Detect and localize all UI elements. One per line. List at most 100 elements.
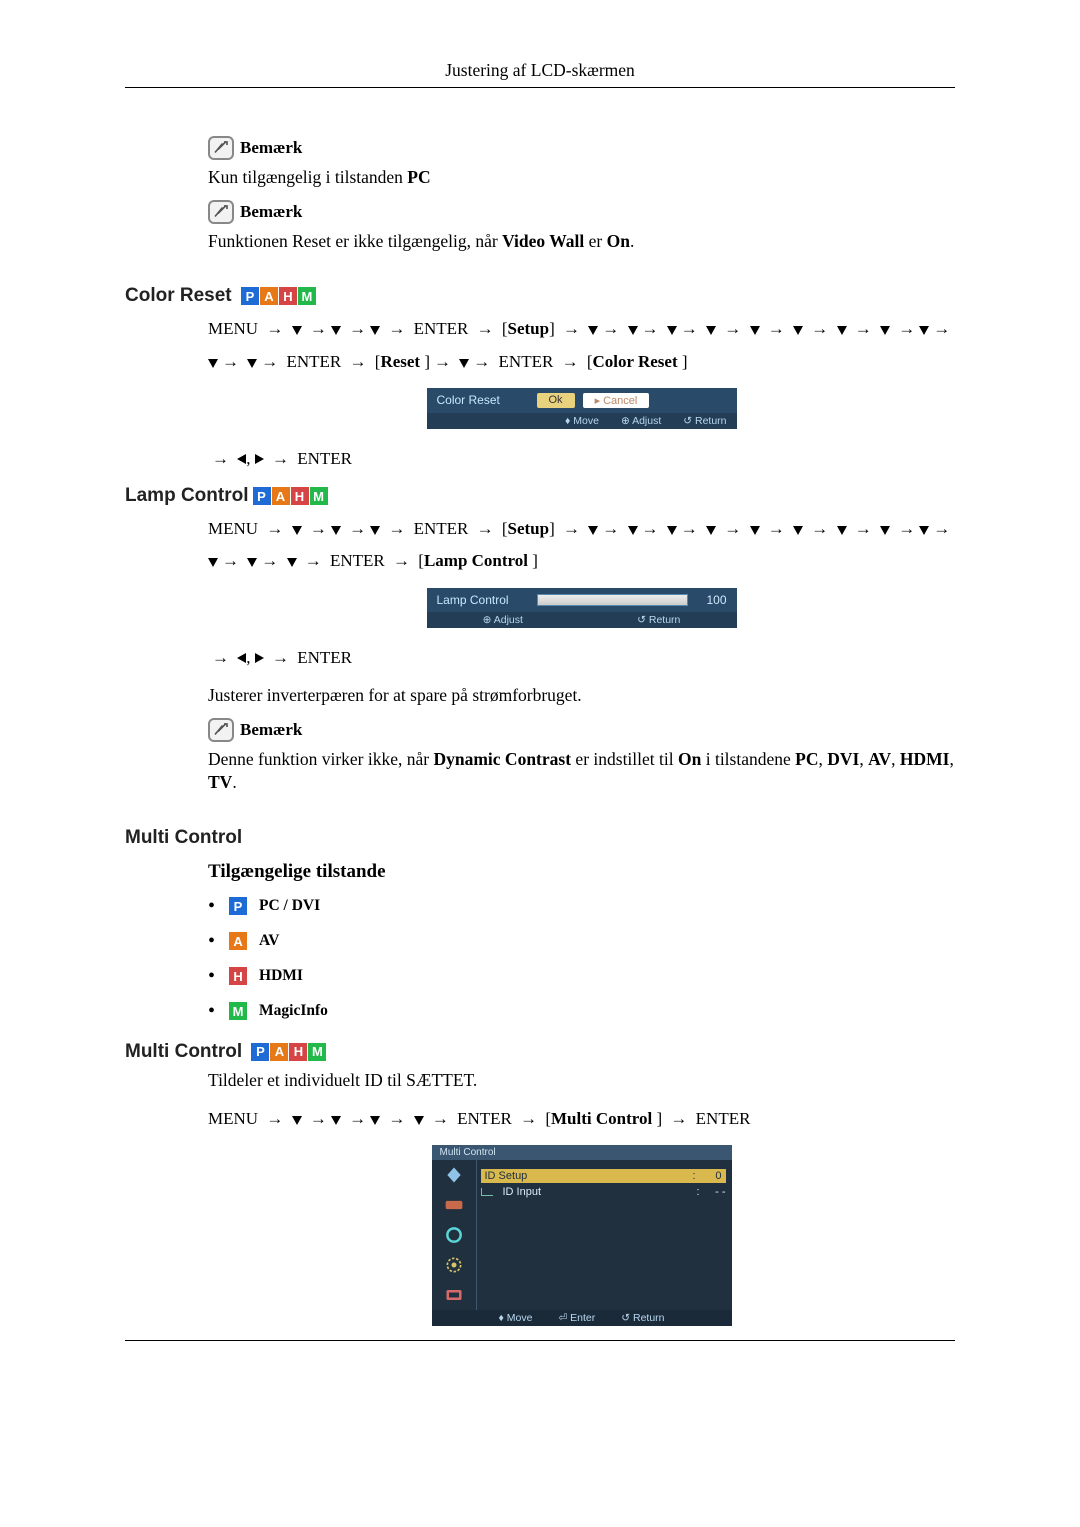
text: Funktionen Reset er ikke tilgængelig, nå…	[208, 231, 502, 251]
t: ENTER	[696, 1109, 751, 1128]
mode-badges: P A H M	[241, 287, 316, 305]
mode-badges: P A H M	[253, 487, 328, 505]
t: Return	[695, 415, 727, 427]
multi-desc: Tildeler et individuelt ID til SÆTTET.	[208, 1069, 955, 1093]
side-icon-2[interactable]	[432, 1190, 477, 1220]
down-icon	[370, 1116, 380, 1125]
bold: On	[607, 231, 630, 251]
b: On	[678, 749, 701, 769]
t: Lamp Control	[424, 551, 528, 570]
down-icon	[793, 326, 803, 335]
t: ,	[891, 749, 900, 769]
t: er indstillet til	[571, 749, 678, 769]
t: ENTER	[297, 449, 352, 468]
heading-color-reset: Color Reset P A H M	[125, 285, 955, 307]
osd-sidebar	[432, 1160, 477, 1310]
t: ,	[949, 749, 953, 769]
side-icon-3[interactable]	[432, 1220, 477, 1250]
row-sep: :	[696, 1186, 699, 1198]
b: Dynamic Contrast	[433, 749, 571, 769]
osd-lamp-control: Lamp Control 100 ⊕ Adjust ↺ Return	[427, 588, 737, 628]
heading-lamp-control: Lamp Control P A H M	[125, 485, 955, 507]
osd-main: ID Setup : 0 ID Input : - -	[477, 1160, 732, 1310]
text: Kun tilgængelig i tilstanden	[208, 167, 407, 187]
down-icon	[667, 326, 677, 335]
t: Denne funktion virker ikke, når	[208, 749, 433, 769]
osd-multi-control: Multi Control ID Setup : 0 ID Input :	[432, 1145, 732, 1326]
nav-path-enter-2: → , → ENTER	[208, 642, 955, 674]
note-icon	[208, 718, 234, 742]
t: Color Reset	[592, 352, 677, 371]
t: ENTER	[414, 319, 469, 338]
list-item: HHDMI	[208, 965, 955, 988]
osd-move: ♦ Move	[565, 415, 599, 427]
down-icon	[331, 326, 341, 335]
list-item: PPC / DVI	[208, 895, 955, 918]
down-icon	[459, 359, 469, 368]
check-icon: ▸	[595, 395, 601, 407]
osd-cancel-button[interactable]: ▸Cancel	[583, 393, 650, 408]
b: AV	[868, 749, 891, 769]
note-text-4: Denne funktion virker ikke, når Dynamic …	[208, 748, 955, 795]
list-item: MMagicInfo	[208, 1000, 955, 1023]
nav-path-lamp: MENU → → → → ENTER → [Setup] → → → → → →…	[208, 513, 955, 578]
t: Reset	[380, 352, 420, 371]
side-icon-1[interactable]	[432, 1160, 477, 1190]
down-icon	[287, 558, 297, 567]
down-icon	[706, 326, 716, 335]
down-icon	[370, 326, 380, 335]
t: ENTER	[499, 352, 554, 371]
down-icon	[628, 326, 638, 335]
down-icon	[331, 1116, 341, 1125]
osd-label: Color Reset	[437, 393, 527, 407]
osd-adjust: ⊕ Adjust	[483, 614, 523, 626]
osd-ok-button[interactable]: Ok	[537, 393, 575, 408]
down-icon	[667, 526, 677, 535]
side-icon-4[interactable]	[432, 1250, 477, 1280]
osd-body: ID Setup : 0 ID Input : - -	[432, 1160, 732, 1310]
t: MENU	[208, 1109, 258, 1128]
heading-multi-control: Multi Control	[125, 827, 955, 849]
down-icon	[247, 558, 257, 567]
mode-text: PC / DVI	[259, 897, 320, 915]
down-icon	[331, 526, 341, 535]
badge-h-icon: H	[279, 287, 297, 305]
subheading-modes: Tilgængelige tilstande	[208, 861, 955, 883]
b: TV	[208, 772, 232, 792]
bold: PC	[407, 167, 430, 187]
note-label: Bemærk	[240, 720, 302, 740]
down-icon	[292, 1116, 302, 1125]
right-icon	[255, 454, 264, 464]
heading-multi-control-2: Multi Control P A H M	[125, 1041, 955, 1063]
b: PC	[795, 749, 818, 769]
lamp-desc: Justerer inverterpæren for at spare på s…	[208, 684, 955, 708]
left-icon	[237, 454, 246, 464]
nav-path-enter-1: → , → ENTER	[208, 443, 955, 475]
menu-row-id-setup[interactable]: ID Setup : 0	[481, 1169, 726, 1183]
osd-menu-title: Multi Control	[432, 1145, 732, 1160]
down-icon	[588, 526, 598, 535]
mode-text: HDMI	[259, 967, 303, 985]
down-icon	[414, 1116, 424, 1125]
t: i tilstandene	[701, 749, 795, 769]
down-icon	[880, 326, 890, 335]
osd-slider[interactable]	[537, 594, 689, 606]
badge-m-icon: M	[308, 1043, 326, 1061]
menu-row-id-input[interactable]: ID Input : - -	[481, 1186, 726, 1198]
osd-footer: ⊕ Adjust ↺ Return	[427, 612, 737, 628]
down-icon	[793, 526, 803, 535]
side-icon-5[interactable]	[432, 1280, 477, 1310]
down-icon	[750, 526, 760, 535]
osd-adjust: ⊕ Adjust	[621, 415, 661, 427]
right-icon	[255, 653, 264, 663]
down-icon	[837, 326, 847, 335]
badge-a-icon: A	[270, 1043, 288, 1061]
mode-badges: P A H M	[251, 1043, 326, 1061]
osd-return: ↺ Return	[683, 415, 726, 427]
badge-p-icon: P	[241, 287, 259, 305]
heading-text: Color Reset	[125, 285, 232, 306]
t: Adjust	[632, 415, 661, 427]
osd-slider-value: 100	[706, 593, 726, 607]
note-icon	[208, 136, 234, 160]
down-icon	[292, 526, 302, 535]
